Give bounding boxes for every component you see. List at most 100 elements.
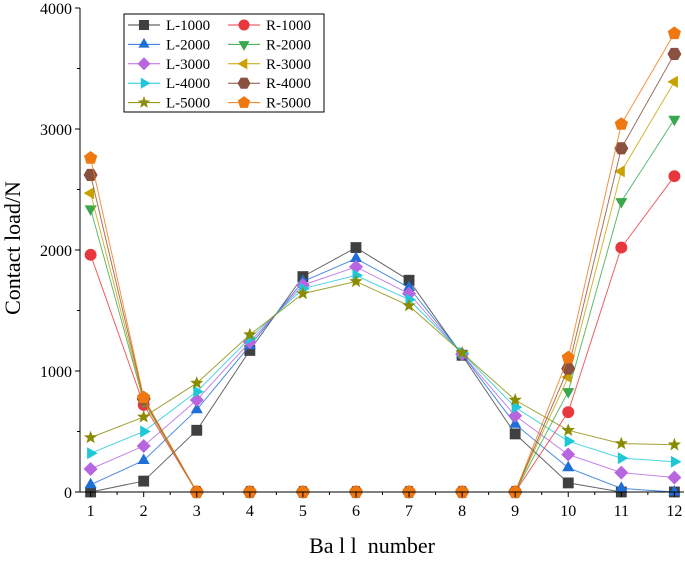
legend-item-L-2000: L-2000	[128, 37, 210, 53]
point-R-5000-5	[296, 485, 310, 498]
point-R-1000-10	[562, 406, 575, 419]
x-tick-label-12: 12	[666, 503, 682, 520]
point-L-5000-5	[296, 286, 310, 300]
series-L-5000	[84, 274, 681, 451]
legend-label-L-4000: L-4000	[166, 76, 210, 92]
point-L-1000-10	[562, 477, 574, 489]
legend-item-L-4000: L-4000	[128, 76, 210, 92]
point-L-4000-9	[511, 401, 523, 414]
point-L-2000-2	[137, 453, 150, 464]
series-line-R-3000	[90, 81, 675, 493]
point-L-2000-10	[562, 460, 575, 472]
legend-marker-L-1000	[138, 19, 150, 31]
series-R-2000	[84, 115, 681, 499]
legend-item-R-3000: R-3000	[228, 57, 311, 73]
x-tick-label-2: 2	[140, 503, 148, 520]
legend-item-L-3000: L-3000	[128, 57, 210, 73]
legend-marker-R-2000	[238, 41, 250, 51]
x-tick-label-7: 7	[405, 503, 413, 520]
point-L-5000-9	[508, 393, 522, 406]
point-R-2000-10	[562, 388, 575, 399]
point-L-4000-2	[140, 425, 151, 438]
point-L-3000-11	[614, 465, 629, 480]
point-L-1000-3	[191, 424, 203, 436]
point-L-4000-11	[617, 452, 629, 465]
point-L-1000-4	[244, 345, 256, 356]
y-tick-label-4000: 4000	[40, 1, 72, 18]
point-R-1000-1	[84, 248, 97, 261]
point-L-3000-10	[561, 447, 576, 462]
x-tick-label-1: 1	[87, 503, 95, 520]
point-L-2000-11	[615, 481, 628, 492]
series-line-L-5000	[90, 280, 675, 446]
point-R-5000-4	[243, 485, 257, 498]
y-tick-label-2000: 2000	[40, 243, 72, 260]
point-L-5000-11	[614, 436, 628, 450]
point-L-5000-1	[84, 430, 98, 444]
legend-item-R-4000: R-4000	[228, 76, 311, 92]
legend-label-R-5000: R-5000	[266, 96, 311, 112]
point-L-4000-3	[193, 385, 204, 398]
legend-marker-R-4000	[237, 77, 251, 89]
legend-label-R-2000: R-2000	[266, 37, 311, 53]
legend-marker-L-4000	[140, 77, 151, 89]
legend-marker-R-1000	[238, 19, 250, 31]
point-L-5000-7	[402, 298, 416, 312]
x-tick-label-3: 3	[193, 503, 201, 520]
point-L-5000-8	[455, 345, 469, 359]
point-R-4000-12	[667, 47, 682, 60]
point-L-2000-12	[668, 485, 681, 496]
legend-marker-R-5000	[237, 96, 251, 108]
legend: L-1000 L-2000 L-3000 L-4000 L-5000 R-1000 R-20…	[123, 13, 325, 113]
series-R-5000	[84, 26, 681, 498]
legend-label-L-3000: L-3000	[166, 57, 210, 73]
point-L-5000-2	[137, 410, 151, 423]
legend-label-R-4000: R-4000	[266, 76, 311, 92]
x-tick-label-9: 9	[511, 503, 519, 520]
point-R-1000-11	[615, 241, 628, 254]
point-L-1000-2	[138, 475, 150, 487]
point-L-5000-3	[190, 376, 204, 389]
series-line-R-1000	[90, 175, 675, 493]
series-line-L-3000	[90, 266, 675, 478]
series-line-L-4000	[90, 274, 675, 463]
point-R-5000-3	[190, 485, 204, 498]
point-R-1000-12	[668, 170, 681, 183]
x-axis-title: Ba l l number	[309, 533, 436, 558]
series-L-4000	[87, 269, 682, 468]
point-R-5000-1	[84, 151, 98, 164]
point-R-3000-12	[667, 75, 678, 88]
point-L-2000-6	[349, 251, 362, 262]
x-tick-label-4: 4	[246, 503, 254, 520]
legend-item-R-2000: R-2000	[228, 37, 311, 53]
point-R-2000-1	[84, 205, 97, 216]
point-L-4000-1	[87, 447, 98, 460]
point-R-5000-6	[349, 485, 363, 498]
legend-marker-L-3000	[137, 57, 151, 71]
point-R-3000-1	[83, 187, 95, 200]
point-R-5000-12	[667, 26, 681, 40]
point-R-5000-2	[137, 390, 151, 404]
legend-label-R-3000: R-3000	[266, 57, 311, 73]
point-L-1000-6	[350, 242, 362, 254]
legend-marker-R-3000	[237, 58, 248, 70]
legend-item-L-1000: L-1000	[128, 18, 210, 34]
point-L-2000-3	[190, 402, 203, 414]
x-tick-label-6: 6	[352, 503, 360, 520]
legend-label-L-2000: L-2000	[166, 37, 210, 53]
series-line-L-2000	[90, 257, 675, 493]
point-R-5000-8	[455, 485, 469, 498]
point-R-5000-11	[614, 117, 628, 130]
point-L-2000-7	[403, 280, 416, 291]
point-R-2000-12	[668, 115, 681, 127]
x-tick-label-11: 11	[614, 503, 629, 520]
legend-item-R-5000: R-5000	[228, 96, 311, 112]
y-tick-label-1000: 1000	[40, 364, 72, 381]
legend-label-L-5000: L-5000	[166, 96, 210, 112]
point-L-5000-10	[561, 423, 575, 436]
point-R-2000-11	[615, 198, 628, 209]
legend-marker-L-5000	[137, 96, 151, 108]
legend-label-R-1000: R-1000	[266, 18, 311, 34]
